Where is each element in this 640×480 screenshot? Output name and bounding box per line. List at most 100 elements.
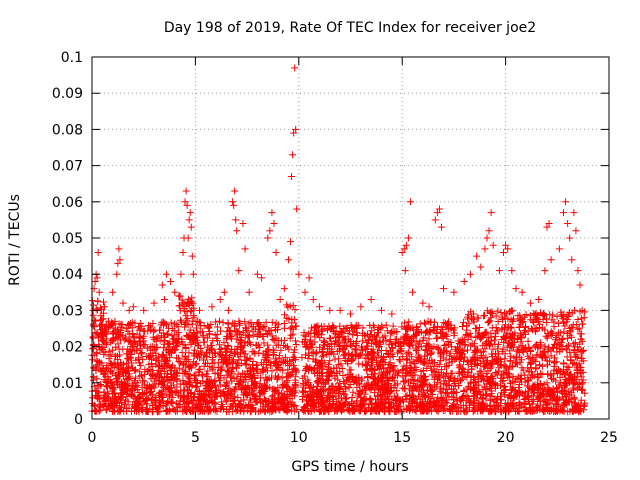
roti-point	[406, 382, 414, 390]
roti-point	[139, 377, 147, 385]
y-axis-label: ROTI / TECUs	[7, 194, 23, 286]
roti-point	[573, 351, 581, 359]
roti-point	[175, 364, 183, 372]
roti-point	[109, 346, 117, 354]
roti-point	[400, 385, 408, 393]
roti-point	[433, 334, 441, 342]
roti-point	[168, 332, 176, 340]
roti-point	[187, 308, 195, 316]
roti-point	[260, 339, 268, 347]
roti-point	[390, 392, 398, 400]
roti-point	[478, 352, 486, 360]
roti-point	[346, 381, 354, 389]
roti-point	[330, 350, 338, 358]
y-tick-label: 0.03	[52, 303, 83, 319]
roti-point	[348, 394, 356, 402]
roti-point	[553, 312, 561, 320]
y-tick-label: 0.02	[52, 340, 83, 356]
roti-point	[310, 348, 318, 356]
roti-point	[263, 375, 271, 383]
roti-point	[341, 351, 349, 359]
roti-point	[204, 373, 212, 381]
roti-point	[331, 340, 339, 348]
roti-point	[472, 361, 480, 369]
roti-point	[435, 361, 443, 369]
roti-point	[135, 389, 143, 397]
grid-lines	[92, 57, 609, 419]
roti-point	[199, 331, 207, 339]
roti-point	[566, 328, 574, 336]
roti-point	[494, 318, 502, 326]
roti-point	[240, 396, 248, 404]
roti-point	[366, 394, 374, 402]
roti-point	[99, 298, 107, 306]
roti-point	[349, 388, 357, 396]
y-tick-label: 0.08	[52, 122, 83, 138]
roti-point	[571, 307, 579, 315]
roti-point	[321, 380, 329, 388]
roti-point	[370, 389, 378, 397]
roti-point	[517, 338, 525, 346]
roti-point	[275, 394, 283, 402]
roti-point	[213, 323, 221, 331]
roti-point	[305, 351, 313, 359]
roti-point	[567, 333, 575, 341]
roti-point	[516, 330, 524, 338]
roti-point	[195, 387, 203, 395]
roti-point	[269, 335, 277, 343]
roti-point	[245, 320, 253, 328]
roti-point	[211, 350, 219, 358]
roti-point	[298, 354, 306, 362]
roti-point	[268, 318, 276, 326]
roti-point	[533, 373, 541, 381]
roti-point	[434, 393, 442, 401]
roti-point	[394, 393, 402, 401]
roti-point	[385, 361, 393, 369]
roti-point	[469, 393, 477, 401]
roti-point	[266, 362, 274, 370]
roti-point	[336, 368, 344, 376]
roti-point	[89, 356, 97, 364]
x-axis-label: GPS time / hours	[291, 459, 408, 475]
roti-point	[349, 331, 357, 339]
roti-point	[559, 315, 567, 323]
roti-point	[173, 330, 181, 338]
roti-point	[173, 407, 181, 415]
roti-point	[160, 329, 168, 337]
roti-point	[367, 340, 375, 348]
roti-point	[521, 323, 529, 331]
roti-point	[268, 332, 276, 340]
roti-point	[368, 327, 376, 335]
roti-point	[494, 307, 502, 315]
roti-point	[395, 356, 403, 364]
roti-point	[432, 406, 440, 414]
roti-point	[524, 337, 532, 345]
roti-point	[414, 328, 422, 336]
roti-point	[394, 380, 402, 388]
roti-point	[291, 337, 299, 345]
roti-point	[326, 357, 334, 365]
roti-point	[155, 358, 163, 366]
roti-point	[342, 385, 350, 393]
roti-point	[211, 349, 219, 357]
x-tick-label: 10	[290, 430, 308, 446]
x-tick-label: 15	[393, 430, 411, 446]
roti-point	[94, 358, 102, 366]
roti-point	[186, 326, 194, 334]
roti-point	[197, 344, 205, 352]
roti-point	[447, 343, 455, 351]
roti-point	[143, 395, 151, 403]
roti-point	[382, 321, 390, 329]
roti-point	[131, 386, 139, 394]
roti-point	[137, 371, 145, 379]
roti-point	[458, 323, 466, 331]
roti-point	[543, 379, 551, 387]
roti-point	[213, 407, 221, 415]
roti-point	[262, 318, 270, 326]
roti-point	[574, 325, 582, 333]
x-tick-label: 0	[88, 430, 97, 446]
roti-point	[455, 381, 463, 389]
roti-point	[389, 322, 397, 330]
roti-point	[96, 346, 104, 354]
